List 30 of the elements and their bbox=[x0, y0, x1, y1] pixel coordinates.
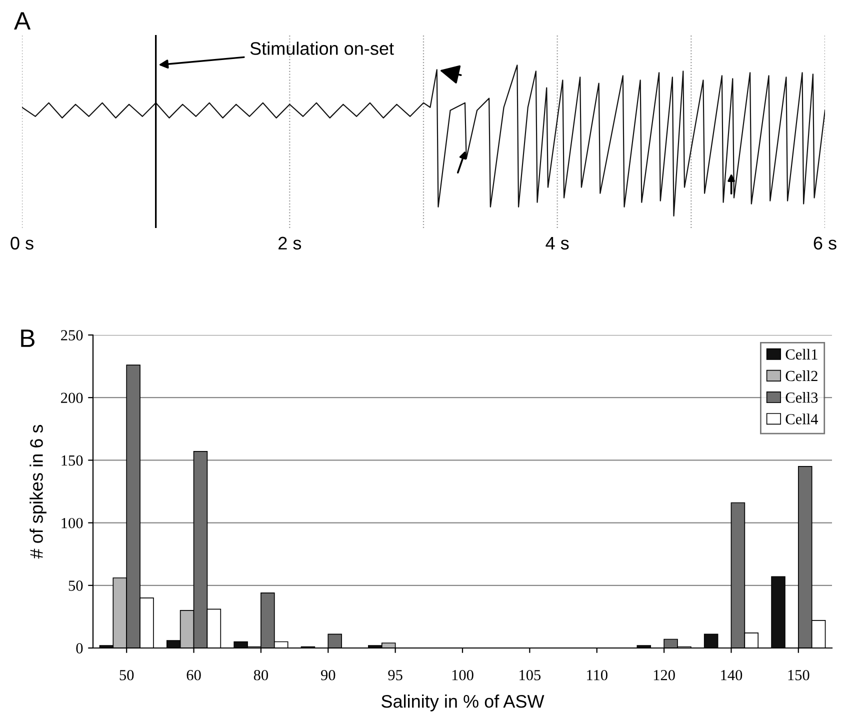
x-axis-title: Salinity in % of ASW bbox=[382, 694, 544, 712]
x-tick-label: 120 bbox=[654, 670, 675, 680]
annotation: Stimulation on-set bbox=[250, 42, 394, 55]
legend-label: Cell2 bbox=[786, 370, 818, 382]
x-tick-label: 2 s bbox=[278, 236, 302, 250]
x-tick-label: 4 s bbox=[546, 236, 569, 250]
chart-title: B bbox=[21, 330, 34, 347]
legend-label: Cell4 bbox=[786, 414, 818, 424]
x-tick-label: 80 bbox=[254, 670, 268, 680]
y-tick-label: 100 bbox=[62, 518, 83, 528]
x-tick-label: 100 bbox=[452, 670, 474, 680]
x-tick-label: 90 bbox=[320, 670, 336, 680]
y-tick-label: 50 bbox=[68, 580, 83, 591]
x-tick-label: 105 bbox=[520, 670, 541, 680]
x-tick-label: 50 bbox=[120, 670, 134, 680]
x-tick-label: 95 bbox=[388, 670, 402, 680]
legend-label: Cell1 bbox=[786, 348, 818, 360]
y-axis-title: # of spikes in 6 s bbox=[30, 424, 46, 559]
x-tick-label: 140 bbox=[721, 670, 742, 680]
y-tick-label: 150 bbox=[62, 455, 83, 466]
y-tick-label: 250 bbox=[61, 330, 83, 340]
chart-title: A bbox=[14, 12, 31, 30]
x-tick-label: 0 s bbox=[10, 236, 34, 250]
y-tick-label: 0 bbox=[76, 643, 83, 654]
x-tick-label: 60 bbox=[186, 670, 201, 680]
x-tick-label: 110 bbox=[587, 670, 608, 680]
x-tick-label: 6 s bbox=[814, 236, 836, 250]
legend-label: Cell3 bbox=[786, 392, 818, 403]
y-tick-label: 200 bbox=[61, 392, 83, 404]
x-tick-label: 150 bbox=[788, 670, 810, 680]
